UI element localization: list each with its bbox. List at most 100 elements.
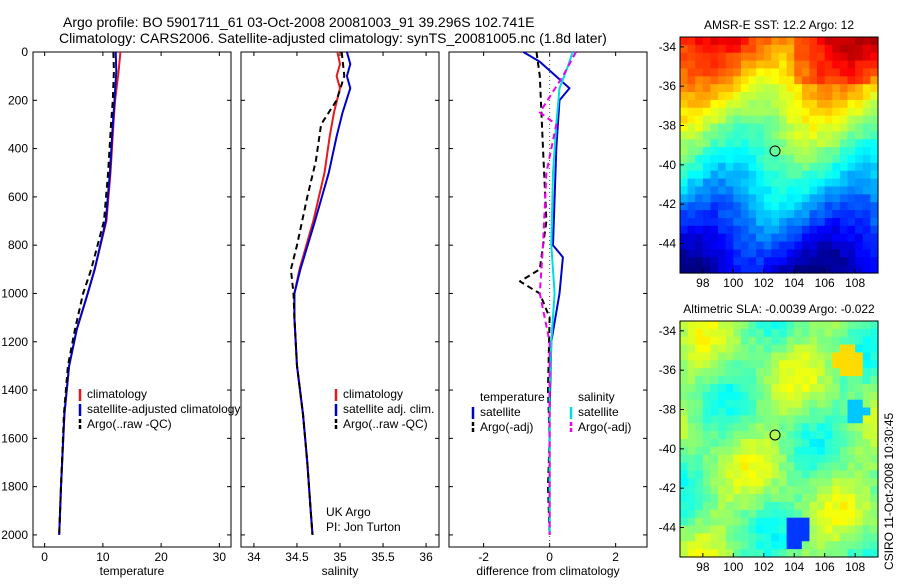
map-cell <box>740 462 750 472</box>
map-cell <box>862 37 871 46</box>
map-cell <box>794 376 803 385</box>
map-cell <box>756 321 765 330</box>
map-cell <box>786 178 795 188</box>
map-cell <box>740 68 750 77</box>
map-cell <box>824 37 833 46</box>
map-cell <box>839 423 849 432</box>
map-cell <box>839 52 849 62</box>
map-cell <box>725 478 734 487</box>
map-cell <box>718 60 727 70</box>
map-cell <box>832 76 841 85</box>
map-cell <box>763 454 772 464</box>
map-cell <box>809 360 818 369</box>
map-frame <box>679 36 879 274</box>
map-cell <box>710 494 719 503</box>
map-cell <box>824 486 833 495</box>
map-cell <box>855 549 864 558</box>
map-cell <box>817 210 826 219</box>
map-cell <box>740 336 750 346</box>
map-cell <box>794 391 803 401</box>
map-cell <box>847 501 856 511</box>
map-cell <box>695 139 704 148</box>
map-cell <box>702 194 712 203</box>
map-field <box>680 37 879 274</box>
map-cell <box>839 431 849 440</box>
map-cell <box>855 407 864 416</box>
map-cell <box>740 147 750 156</box>
map-cell <box>839 478 849 487</box>
map-cell <box>695 186 704 195</box>
map-cell <box>756 407 765 416</box>
map-cell <box>801 241 811 250</box>
map-cell <box>718 241 727 250</box>
map-cell <box>832 249 841 258</box>
map-cell <box>832 202 841 211</box>
map-cell <box>794 321 803 330</box>
map-cell <box>847 265 856 274</box>
map-cell <box>839 470 849 479</box>
map-cell <box>718 462 727 472</box>
map-cell <box>702 462 712 472</box>
map-cell <box>817 233 826 243</box>
map-cell <box>855 486 864 495</box>
map-cell <box>855 52 864 62</box>
map-cell <box>763 360 772 369</box>
map-cell <box>733 131 742 140</box>
map-cell <box>794 470 803 479</box>
map-cell <box>801 131 811 140</box>
map-cell <box>748 336 757 346</box>
map-cell <box>763 123 772 132</box>
map-cell <box>756 470 765 479</box>
map-cell <box>710 162 719 172</box>
map-cell <box>680 249 689 258</box>
map-cell <box>855 423 864 432</box>
map-cell <box>847 454 856 464</box>
map-cell <box>733 407 742 416</box>
map-cell <box>839 399 849 409</box>
map-cell <box>718 147 727 156</box>
map-cell <box>695 462 704 472</box>
map-cell <box>771 415 780 424</box>
y-tick-label: 1800 <box>1 480 28 494</box>
map-cell <box>687 147 696 156</box>
map-cell <box>695 517 704 527</box>
map-cell <box>809 517 818 527</box>
series-line-satellite-adjusted-climatology <box>58 51 118 535</box>
map-cell <box>779 344 788 354</box>
map-cell <box>687 525 696 534</box>
map-cell <box>740 494 750 503</box>
map-cell <box>809 376 818 385</box>
map-cell <box>740 131 750 140</box>
map-cell <box>740 541 750 550</box>
map-cell <box>680 462 689 472</box>
map-cell <box>855 178 864 188</box>
map-cell <box>718 336 727 346</box>
map-cell <box>687 123 696 132</box>
map-cell <box>824 344 833 354</box>
map-x-tick-label: 104 <box>784 276 804 290</box>
map-cell <box>725 60 734 70</box>
map-cell <box>809 249 818 258</box>
map-cell <box>786 147 795 156</box>
map-title: Altimetric SLA: -0.0039 Argo: -0.022 <box>683 302 875 316</box>
map-cell <box>702 509 712 519</box>
map-cell <box>801 99 811 109</box>
map-cell <box>779 233 788 243</box>
map-cell <box>862 549 871 558</box>
map-cell <box>725 486 734 495</box>
map-cell <box>680 391 689 401</box>
map-cell <box>748 462 757 472</box>
map-cell <box>763 517 772 527</box>
map-cell <box>779 407 788 416</box>
map-cell <box>718 486 727 495</box>
map-cell <box>680 202 689 211</box>
figure-title-line-2: Climatology: CARS2006. Satellite-adjuste… <box>59 30 607 46</box>
map-cell <box>832 509 841 519</box>
map-cell <box>756 162 765 172</box>
map-cell <box>824 170 833 180</box>
map-cell <box>733 321 742 330</box>
profile-panel-2: 34 34.5 35 35.5 36salinityclimatologysatelli… <box>240 51 440 578</box>
map-cell <box>839 533 849 542</box>
map-cell <box>870 68 879 77</box>
map-cell <box>794 202 803 211</box>
